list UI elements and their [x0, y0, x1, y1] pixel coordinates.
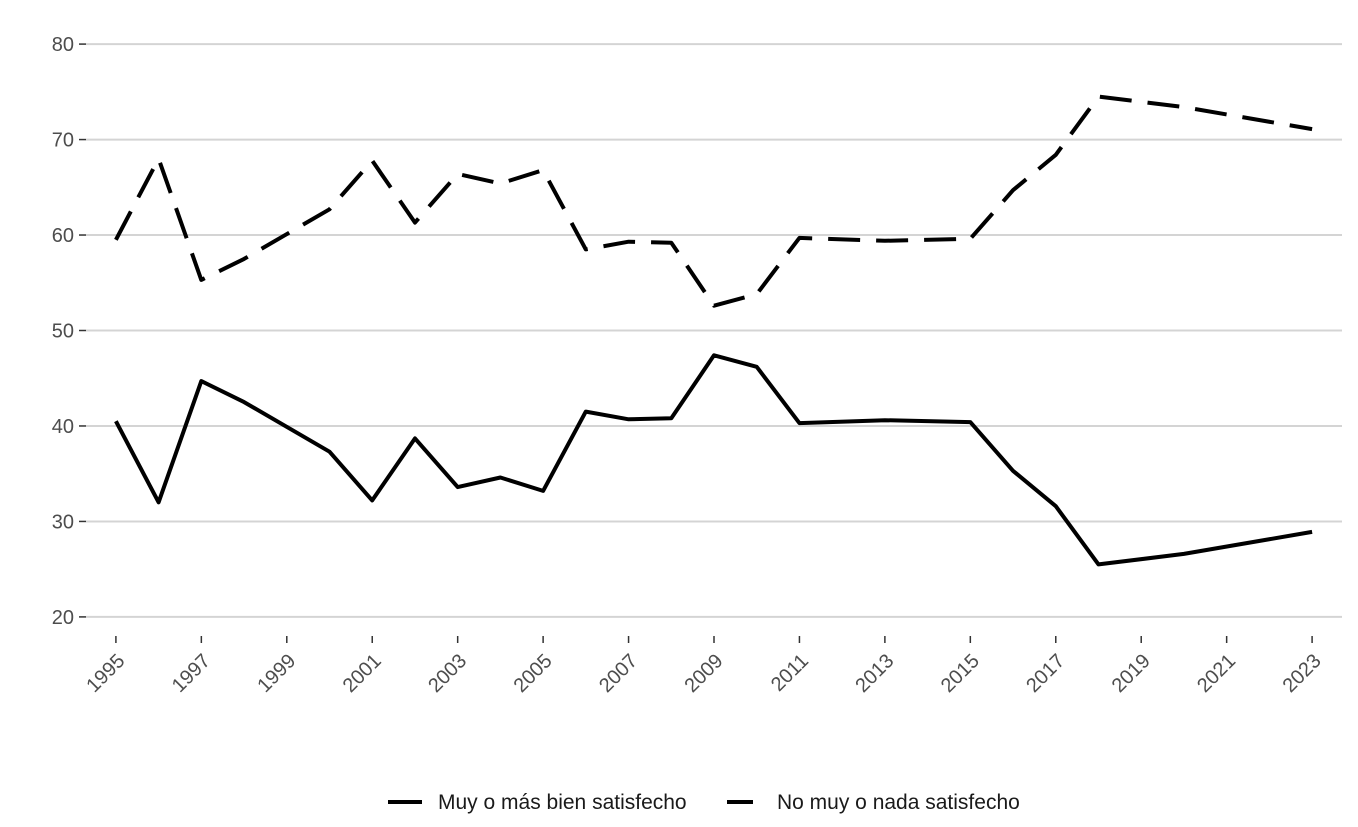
x-tick-label: 1997: [168, 650, 215, 697]
legend-label-1: No muy o nada satisfecho: [777, 791, 1020, 814]
y-tick-label: 20: [52, 607, 74, 629]
y-axis: 20 30 40 50 60 70 80: [52, 34, 86, 629]
x-tick-label: 2009: [681, 650, 728, 697]
y-tick-label: 80: [52, 34, 74, 56]
x-tick-label: 2013: [851, 650, 898, 697]
x-tick-label: 2017: [1022, 650, 1069, 697]
series-line-0: [114, 353, 1313, 567]
x-tick-label: 2023: [1279, 650, 1326, 697]
y-tick-label: 60: [52, 225, 74, 247]
series-lines: [114, 94, 1313, 567]
legend: Muy o más bien satisfecho No muy o nada s…: [388, 791, 1020, 814]
x-tick-label: 2001: [339, 650, 386, 697]
gridlines: [86, 43, 1342, 618]
x-tick-label: 2005: [510, 650, 557, 697]
x-axis: 1995 1997 1999 2001 2003 2005 2007 2009 2011 2013…: [82, 636, 1326, 697]
x-tick-label: 2007: [595, 650, 642, 697]
x-tick-label: 2015: [937, 650, 984, 697]
x-tick-label: 1995: [82, 650, 129, 697]
y-tick-label: 40: [52, 416, 74, 438]
x-tick-label: 2019: [1108, 650, 1155, 697]
x-tick-label: 2003: [424, 650, 471, 697]
y-tick-label: 30: [52, 511, 74, 533]
y-tick-label: 70: [52, 130, 74, 152]
y-tick-label: 50: [52, 321, 74, 343]
series-line-1: [114, 94, 1313, 308]
x-tick-label: 2011: [767, 650, 813, 696]
x-tick-label: 2021: [1193, 650, 1240, 697]
x-tick-label: 1999: [253, 650, 300, 697]
legend-label-0: Muy o más bien satisfecho: [438, 791, 687, 814]
